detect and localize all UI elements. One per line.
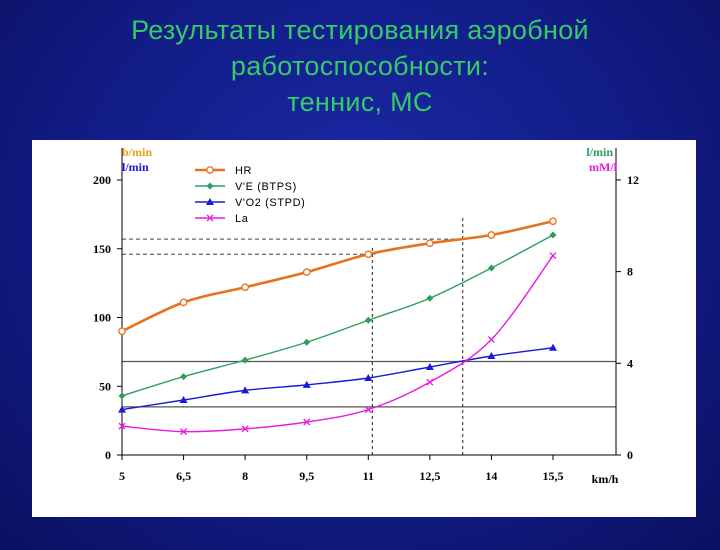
data-point-hr: [302, 268, 311, 276]
right-axis-unit-label-1: l/min: [586, 145, 613, 159]
data-point-la: [241, 425, 249, 433]
legend-label-la: La: [235, 213, 249, 225]
legend-label-hr: HR: [235, 165, 252, 177]
data-point-v-o2-stpd: [179, 396, 188, 403]
data-point-hr: [241, 283, 249, 292]
chart-svg: 5 6,5 8 9,5 11 12,5 14 15,5 km/h 0 50 100 150 200 0 4 8 1…: [93, 145, 639, 486]
x-tick-label: 5: [119, 469, 125, 483]
left-y-tick-label: 150: [93, 242, 111, 256]
left-y-tick-label: 0: [105, 448, 111, 462]
left-axis-unit-label-1: b/min: [122, 145, 152, 159]
slide-title-line-1: Результаты тестирования аэробной: [131, 15, 589, 45]
data-point-v-e-btps: [180, 373, 188, 381]
data-point-v-o2-stpd: [549, 343, 557, 351]
legend-marker-la: [206, 214, 214, 222]
x-tick-label: 6,5: [176, 469, 191, 483]
series-line-hr: [121, 219, 554, 333]
data-point-hr: [549, 217, 557, 226]
legend-label-v-e-btps: V'E (BTPS): [235, 181, 297, 193]
data-point-la: [426, 378, 434, 386]
data-point-la: [118, 422, 126, 430]
data-point-v-e-btps: [118, 392, 126, 400]
data-point-v-o2-stpd: [425, 363, 434, 370]
data-point-la: [180, 428, 188, 436]
left-y-tick-label: 200: [93, 173, 111, 187]
right-y-tick-label: 4: [627, 356, 633, 370]
left-y-tick-label: 100: [93, 311, 111, 325]
legend-marker-v-o2-stpd: [206, 198, 214, 205]
chart-panel: 5 6,5 8 9,5 11 12,5 14 15,5 km/h 0 50 100 150 200 0 4 8 1…: [32, 140, 696, 517]
slide-title: Результаты тестирования аэробной работос…: [0, 12, 720, 120]
data-point-v-o2-stpd: [241, 386, 250, 394]
data-point-v-e-btps: [426, 294, 434, 302]
right-y-tick-label: 0: [627, 448, 633, 462]
legend-marker-v-e-btps: [206, 182, 214, 190]
slide-title-line-2: работоспособности:: [230, 51, 490, 81]
data-point-v-e-btps: [549, 231, 557, 239]
data-point-v-e-btps: [364, 316, 372, 324]
legend-marker-hr: [206, 166, 214, 174]
data-point-hr: [118, 327, 126, 336]
x-tick-label: 11: [363, 469, 374, 483]
legend-label-v-o2-stpd: V'O2 (STPD): [235, 197, 305, 209]
x-axis-label: km/h: [592, 472, 619, 486]
data-point-hr: [179, 298, 188, 307]
x-tick-label: 15,5: [543, 469, 564, 483]
data-point-v-o2-stpd: [302, 380, 311, 388]
series-line-v-e-btps: [121, 234, 554, 397]
x-tick-label: 14: [485, 469, 497, 483]
data-point-hr: [426, 239, 434, 248]
data-point-la: [549, 252, 557, 260]
data-point-v-o2-stpd: [118, 405, 126, 413]
series-line-v-o2-stpd: [121, 347, 554, 411]
x-tick-label: 9,5: [299, 469, 314, 483]
right-axis-unit-label-2: mM/l: [589, 160, 618, 174]
data-point-la: [364, 406, 372, 414]
data-point-hr: [364, 250, 373, 259]
data-point-v-e-btps: [487, 264, 495, 272]
data-point-v-e-btps: [241, 356, 249, 364]
left-y-tick-label: 50: [99, 379, 111, 393]
data-point-v-o2-stpd: [364, 374, 373, 381]
data-point-la: [303, 418, 311, 426]
right-y-tick-label: 8: [627, 265, 633, 279]
data-point-la: [487, 336, 495, 343]
x-tick-label: 12,5: [419, 469, 440, 483]
x-tick-label: 8: [242, 469, 248, 483]
data-point-v-o2-stpd: [487, 352, 496, 359]
series-line-la: [121, 255, 554, 433]
data-point-v-e-btps: [303, 338, 311, 346]
slide-title-line-3: теннис, МС: [287, 87, 433, 117]
data-point-hr: [487, 231, 496, 239]
right-y-tick-label: 12: [627, 173, 639, 187]
left-axis-unit-label-2: l/min: [122, 160, 149, 174]
